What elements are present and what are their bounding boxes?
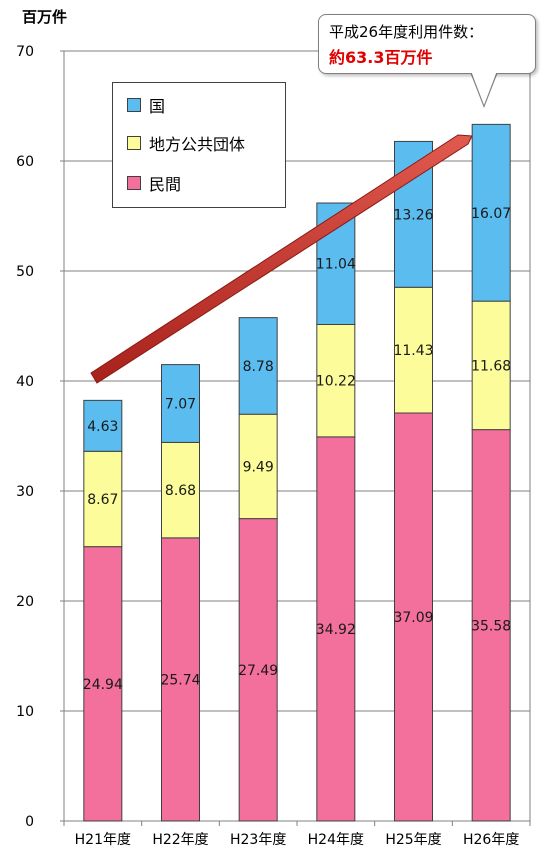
bar-segment-private (83, 546, 123, 822)
y-tick-label: 0 (25, 814, 34, 830)
bar-segment-national (238, 317, 278, 415)
data-label: 16.07 (471, 206, 511, 222)
y-tick-label: 50 (16, 264, 34, 280)
data-label: 25.74 (160, 672, 200, 688)
bar-segment-national (83, 399, 123, 452)
y-tick-label: 30 (16, 484, 34, 500)
data-label: 37.09 (393, 610, 433, 626)
data-label: 8.68 (165, 483, 196, 499)
legend-swatch-national (127, 98, 141, 112)
x-tick-label: H22年度 (152, 832, 208, 848)
bar-segment-private (316, 436, 356, 822)
bar-segment-private (161, 537, 200, 822)
data-label: 34.92 (316, 622, 356, 638)
bar-segment-private (238, 518, 278, 822)
data-label: 10.22 (316, 374, 356, 390)
legend-swatch-private (127, 176, 141, 190)
data-label: 11.43 (393, 343, 433, 359)
grid-layer (64, 160, 530, 712)
legend-item-local-government: 地方公共団体 (127, 131, 245, 155)
data-label: 8.67 (87, 492, 118, 508)
callout-line1: 平成26年度利用件数： (329, 23, 484, 41)
bar-segment-local-government (161, 441, 200, 539)
bar-segment-local-government (316, 323, 356, 438)
legend-swatch-local-government (127, 136, 141, 150)
bar-segment-local-government (83, 450, 123, 548)
x-tick-label: H24年度 (308, 832, 364, 848)
data-label: 8.78 (243, 359, 274, 375)
chart-legend: 国 地方公共団体 民間 (112, 82, 286, 208)
y-tick-label: 60 (16, 154, 34, 170)
data-label: 11.04 (316, 257, 356, 273)
data-label: 7.07 (165, 396, 196, 412)
data-label: 13.26 (393, 207, 433, 223)
y-tick-label: 70 (16, 44, 34, 60)
bar-segment-private (471, 429, 511, 822)
label-layer: 24.94 8.67 4.63 25.74 8.68 7.07 27.49 9.49 8.78 3… (83, 206, 511, 693)
bar-segment-local-government (238, 413, 278, 520)
trend-arrow-shape (90, 134, 473, 384)
trend-arrow (90, 134, 473, 384)
data-label: 35.58 (471, 618, 511, 634)
data-label: 27.49 (238, 663, 278, 679)
legend-item-private: 民間 (127, 171, 181, 195)
legend-item-national: 国 (127, 93, 165, 117)
y-tick-label: 10 (16, 704, 34, 720)
y-axis-unit-label: 百万件 (22, 8, 68, 26)
data-label: 4.63 (87, 419, 118, 435)
callout-tail-inner (471, 71, 497, 105)
x-tick-label: H23年度 (230, 832, 286, 848)
data-label: 9.49 (243, 459, 274, 475)
x-tick-label: H26年度 (463, 832, 519, 848)
y-tick-label: 40 (16, 374, 34, 390)
callout-line2: 約63.3百万件 (329, 48, 433, 67)
bar-segment-local-government (394, 286, 433, 414)
legend-label-local-government: 地方公共団体 (149, 135, 246, 154)
bar-layer (83, 123, 511, 822)
bar-segment-private (394, 412, 433, 822)
annotation-callout: 平成26年度利用件数： 約63.3百万件 (318, 14, 536, 74)
x-tick-label: H21年度 (75, 832, 131, 848)
legend-label-private: 民間 (149, 175, 182, 194)
legend-label-national: 国 (149, 97, 166, 116)
bar-segment-national (161, 364, 200, 443)
bar-segment-national (471, 123, 511, 302)
data-label: 11.68 (471, 358, 511, 374)
axis-layer: 0 10 20 30 40 50 60 70 H21年度 H22年度 H23年度 H24年度 H25年度… (16, 44, 531, 848)
data-label: 24.94 (83, 677, 123, 693)
y-tick-label: 20 (16, 594, 34, 610)
x-tick-label: H25年度 (385, 832, 441, 848)
